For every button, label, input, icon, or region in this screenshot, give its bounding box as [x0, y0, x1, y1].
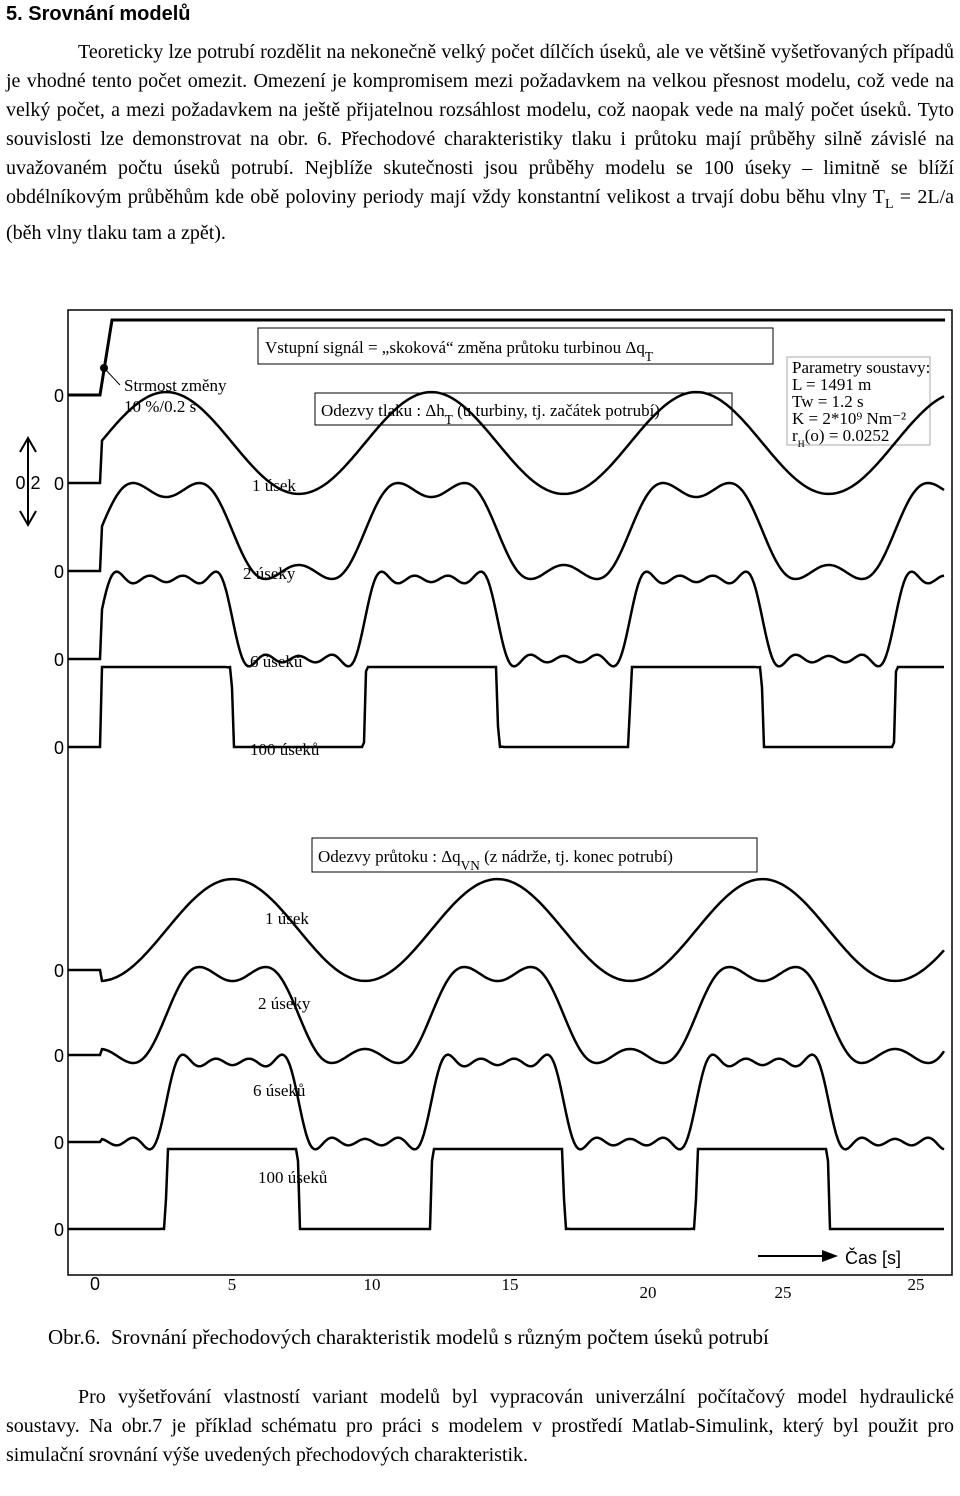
curve-label: 6 úseků: [250, 652, 303, 671]
scale-arrow-heads: [19, 435, 37, 528]
param: Tw = 1.2 s: [792, 392, 864, 411]
curve-label: 6 úseků: [253, 1081, 306, 1100]
text-run: L = 1491 m: [792, 375, 871, 394]
param: rH(o) = 0.0252: [792, 426, 889, 450]
subscript: H: [798, 439, 805, 450]
text-run: Tw = 1.2 s: [792, 392, 864, 411]
step-label: Strmost změny: [124, 376, 227, 395]
waveform: [68, 481, 945, 581]
text-run: Vstupní signál = „skoková“ změna průtoku…: [265, 338, 645, 357]
zero-label: 0: [54, 738, 64, 758]
figure: Vstupní signál = „skoková“ změna průtoku…: [15, 309, 953, 1302]
flow-box: [311, 837, 758, 873]
text-run: r: [792, 426, 798, 445]
text-run: Parametry soustavy:: [792, 358, 930, 377]
time-tick-label: 5: [228, 1275, 237, 1294]
figure-frame: [67, 309, 953, 1276]
curve-label: 2 úseky: [258, 994, 311, 1013]
input-box: [257, 327, 774, 365]
heading: 5. Srovnání modelů: [6, 3, 191, 25]
text-run: (u turbiny, tj. začátek potrubí): [453, 401, 660, 420]
text-run: Odezvy průtoku : Δq: [318, 847, 461, 866]
param: L = 1491 m: [792, 375, 871, 394]
input-signal: [68, 318, 945, 397]
subscript: L: [884, 197, 894, 212]
waveform: [68, 1053, 945, 1151]
scale-label: 0,2: [15, 473, 40, 493]
input-label: Vstupní signál = „skoková“ změna průtoku…: [265, 338, 653, 364]
text-run: K = 2*10⁹ Nm⁻²: [792, 409, 906, 428]
text-run: (z nádrže, tj. konec potrubí): [480, 847, 673, 866]
waveform: [68, 965, 946, 1065]
param: Parametry soustavy:: [792, 358, 930, 377]
waveform: [68, 665, 944, 749]
subscript: T: [445, 412, 453, 427]
paragraph: Teoreticky lze potrubí rozdělit na nekon…: [6, 38, 954, 248]
zero-label: 0: [54, 1220, 64, 1240]
zero-label: 0: [54, 1133, 64, 1153]
text-run: (o) = 0.0252: [805, 426, 890, 445]
text-run: Odezvy tlaku : Δh: [321, 401, 445, 420]
curve-label: 100 úseků: [250, 740, 320, 759]
curve-label: 100 úseků: [258, 1168, 328, 1187]
time-arrow-head: [822, 1250, 838, 1262]
paragraph: Pro vyšetřování vlastností variant model…: [6, 1386, 954, 1466]
zero-label: 0: [54, 562, 64, 582]
flow-title: Odezvy průtoku : ΔqVN (z nádrže, tj. kon…: [318, 847, 673, 873]
waveform: [68, 877, 945, 983]
subscript: VN: [461, 858, 481, 873]
waveform: [68, 1147, 944, 1231]
time-tick-label: 0: [90, 1274, 100, 1294]
zero-label: 0: [54, 961, 64, 981]
time-label: Čas [s]: [845, 1247, 901, 1268]
caption: Obr.6. Srovnání přechodových charakteris…: [48, 1325, 769, 1349]
pressure-title: Odezvy tlaku : ΔhT (u turbiny, tj. začát…: [321, 401, 660, 427]
zero-label: 0: [54, 386, 64, 406]
time-tick-label: 25: [775, 1283, 792, 1302]
time-tick-label: 20: [640, 1283, 657, 1302]
time-tick-label: 25: [908, 1275, 925, 1294]
step-pointer: [103, 367, 121, 386]
subscript: T: [645, 349, 653, 364]
param: K = 2*10⁹ Nm⁻²: [792, 409, 906, 428]
zero-label: 0: [54, 650, 64, 670]
zero-label: 0: [54, 474, 64, 494]
curve-label: 2 úseky: [243, 564, 296, 583]
waveform: [68, 390, 945, 496]
text-run: = 2L/a (běh vlny tlaku tam a zpět).: [6, 186, 954, 244]
zero-label: 0: [54, 1046, 64, 1066]
curve-label: 1 úsek: [265, 909, 309, 928]
time-tick-label: 15: [502, 1275, 519, 1294]
waveform: [68, 570, 945, 668]
time-tick-label: 10: [364, 1275, 381, 1294]
curve-label: 1 úsek: [252, 476, 296, 495]
text-run: Teoreticky lze potrubí rozdělit na nekon…: [6, 41, 954, 208]
step-label: 10 %/0.2 s: [124, 397, 196, 416]
